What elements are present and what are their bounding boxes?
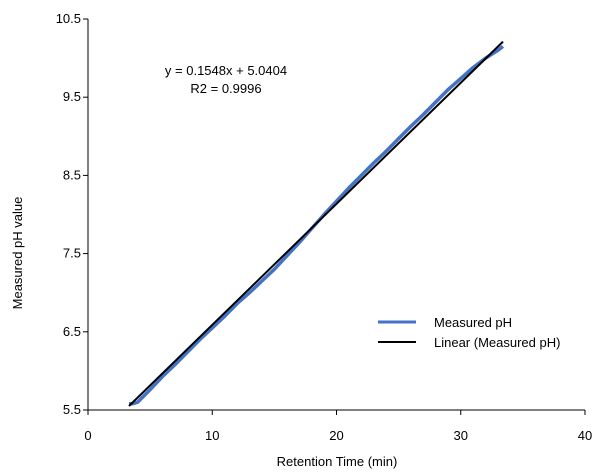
y-tick-label: 6.5 [63,324,81,339]
y-tick-label: 9.5 [63,89,81,104]
series-line-linear-measured-ph [128,40,504,407]
x-tick-label: 40 [578,428,592,443]
legend: Measured pH Linear (Measured pH) [378,315,560,350]
trendline-equation: y = 0.1548x + 5.0404 [165,63,287,78]
legend-label-measured-ph: Measured pH [434,315,512,330]
x-tick-label: 30 [454,428,468,443]
plot-series [128,40,505,407]
x-tick-label: 0 [84,428,91,443]
y-tick-label: 7.5 [63,246,81,261]
trendline-r-squared: R2 = 0.9996 [190,81,261,96]
x-tick-label: 10 [205,428,219,443]
y-tick-label: 5.5 [63,402,81,417]
y-tick-label: 10.5 [56,11,81,26]
x-axis-title: Retention Time (min) [277,454,398,469]
y-tick-label: 8.5 [63,167,81,182]
x-tick-label: 20 [329,428,343,443]
y-axis-title: Measured pH value [10,197,25,310]
series-line-measured-ph [129,45,505,406]
legend-label-linear-measured-ph: Linear (Measured pH) [434,335,560,350]
axes: 5.5 6.5 7.5 8.5 9.5 10.5 0 10 20 30 40 [56,11,593,443]
